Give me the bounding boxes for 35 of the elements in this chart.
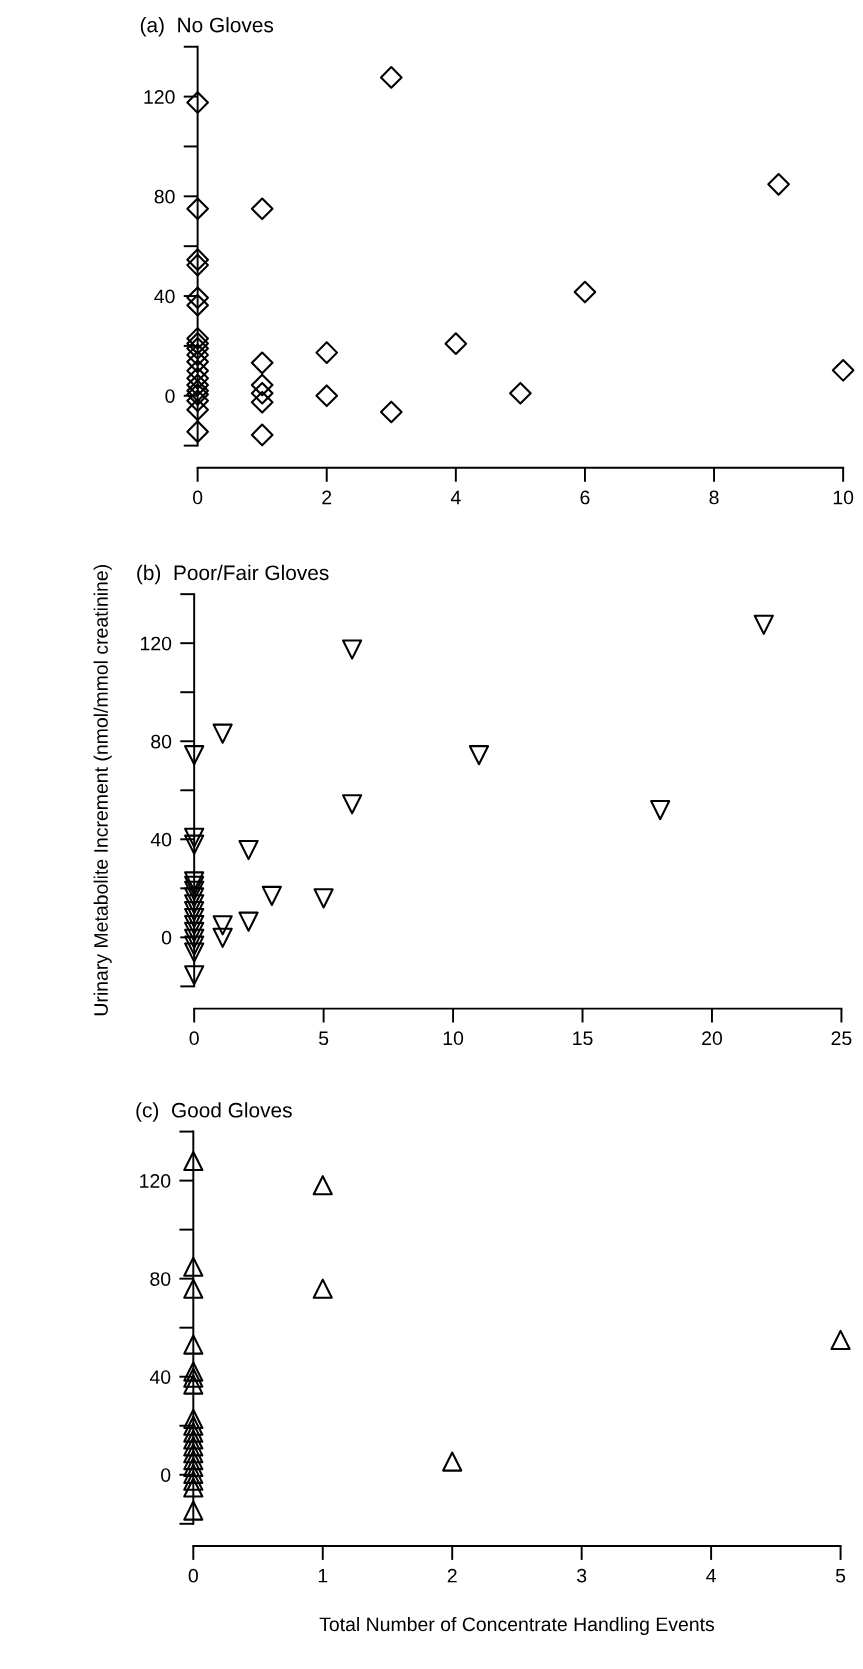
x-tick-label: 1 <box>318 1568 328 1583</box>
x-tick-label: 2 <box>322 490 332 505</box>
y-tick-label: 80 <box>150 1272 171 1286</box>
y-tick-label: 120 <box>141 636 172 651</box>
chart-title: (b) Poor/Fair Gloves <box>137 564 329 585</box>
x-tick-label: 10 <box>443 1031 464 1046</box>
x-tick-label: 10 <box>833 490 854 505</box>
y-axis-title: Urinary Metabolite Increment (nmol/mmol creatinine) <box>93 565 112 1016</box>
y-tick-label: 40 <box>154 289 175 304</box>
x-tick-label: 3 <box>577 1568 587 1583</box>
x-tick-label: 8 <box>709 490 719 505</box>
x-axis-title: Total Number of Concentrate Handling Events <box>319 1616 715 1636</box>
x-tick-label: 0 <box>188 1568 198 1583</box>
x-tick-label: 2 <box>447 1568 457 1583</box>
x-tick-label: 25 <box>831 1031 852 1046</box>
x-tick-label: 4 <box>450 490 461 505</box>
y-tick-label: 80 <box>154 189 175 204</box>
x-tick-label: 15 <box>573 1031 593 1046</box>
y-tick-label: 120 <box>140 1174 171 1188</box>
y-tick-label: 80 <box>151 734 172 749</box>
x-tick-label: 5 <box>835 1568 846 1583</box>
y-tick-label: 0 <box>165 389 175 403</box>
y-tick-label: 0 <box>161 930 172 945</box>
x-tick-label: 5 <box>319 1031 329 1046</box>
y-tick-label: 0 <box>161 1468 171 1483</box>
x-tick-label: 0 <box>192 490 203 505</box>
y-tick-label: 120 <box>144 90 175 104</box>
x-tick-label: 4 <box>706 1568 716 1583</box>
y-tick-label: 40 <box>149 1370 171 1384</box>
x-tick-label: 0 <box>189 1031 199 1046</box>
chart-title: (a) No Gloves <box>140 17 274 37</box>
chart-title: (c) Good Gloves <box>136 1102 292 1122</box>
x-tick-label: 20 <box>702 1031 723 1046</box>
x-tick-label: 6 <box>580 490 590 505</box>
y-tick-label: 40 <box>150 832 172 847</box>
